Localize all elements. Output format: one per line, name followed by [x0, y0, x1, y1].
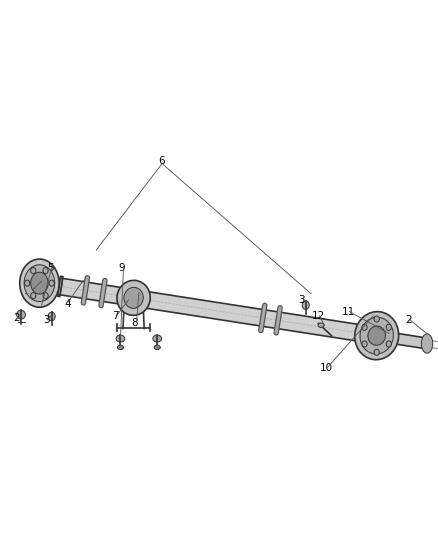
- Ellipse shape: [116, 335, 125, 342]
- Ellipse shape: [43, 293, 48, 298]
- Text: 12: 12: [312, 311, 325, 321]
- Ellipse shape: [374, 316, 379, 322]
- Polygon shape: [121, 293, 146, 308]
- Ellipse shape: [318, 323, 324, 327]
- Text: 6: 6: [159, 156, 166, 166]
- Ellipse shape: [421, 334, 433, 353]
- Text: 7: 7: [112, 311, 119, 320]
- Ellipse shape: [31, 293, 36, 298]
- Ellipse shape: [362, 324, 367, 330]
- Text: 1: 1: [24, 286, 31, 296]
- Text: 11: 11: [342, 308, 355, 318]
- Text: 2: 2: [13, 313, 20, 323]
- Ellipse shape: [31, 268, 36, 273]
- Polygon shape: [58, 278, 63, 295]
- Text: 5: 5: [47, 263, 54, 273]
- Ellipse shape: [386, 341, 392, 347]
- Text: 3: 3: [298, 295, 305, 305]
- Ellipse shape: [124, 287, 143, 308]
- Ellipse shape: [43, 268, 48, 273]
- Ellipse shape: [154, 345, 160, 350]
- Ellipse shape: [153, 335, 162, 342]
- Polygon shape: [397, 334, 425, 349]
- Text: 8: 8: [131, 318, 138, 328]
- Ellipse shape: [360, 317, 393, 354]
- Text: 2: 2: [405, 315, 412, 325]
- Polygon shape: [57, 276, 63, 296]
- Ellipse shape: [17, 310, 25, 319]
- Text: 4: 4: [64, 298, 71, 309]
- Ellipse shape: [302, 301, 309, 310]
- Ellipse shape: [368, 326, 385, 345]
- Text: 9: 9: [118, 263, 125, 273]
- Polygon shape: [58, 278, 374, 343]
- Ellipse shape: [362, 341, 367, 347]
- Ellipse shape: [386, 324, 392, 330]
- Ellipse shape: [49, 280, 54, 286]
- Ellipse shape: [24, 265, 55, 302]
- Text: 3: 3: [42, 316, 49, 325]
- Ellipse shape: [20, 259, 59, 307]
- Text: 10: 10: [320, 363, 333, 373]
- Ellipse shape: [31, 272, 48, 294]
- Ellipse shape: [25, 280, 30, 286]
- Ellipse shape: [374, 349, 379, 356]
- Ellipse shape: [117, 345, 124, 350]
- Ellipse shape: [117, 280, 150, 316]
- Ellipse shape: [48, 312, 55, 321]
- Ellipse shape: [355, 312, 399, 360]
